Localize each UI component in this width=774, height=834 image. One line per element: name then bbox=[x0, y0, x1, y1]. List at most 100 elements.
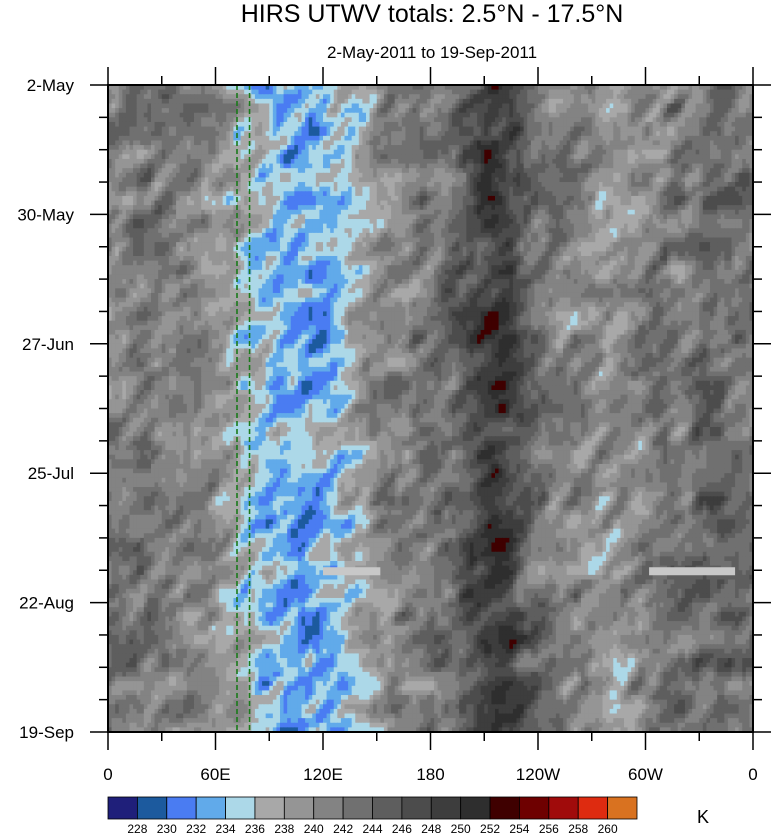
field-cell bbox=[674, 172, 679, 179]
field-cell bbox=[437, 186, 442, 192]
field-cell bbox=[204, 172, 209, 179]
field-cell bbox=[681, 182, 686, 188]
field-cell bbox=[204, 158, 209, 165]
field-cell bbox=[140, 149, 145, 155]
field-cell bbox=[262, 182, 267, 188]
field-cell bbox=[555, 172, 561, 179]
field-cell bbox=[505, 94, 510, 100]
field-cell bbox=[466, 94, 471, 100]
field-cell bbox=[477, 209, 482, 215]
field-cell bbox=[645, 163, 650, 169]
field-cell bbox=[634, 195, 639, 202]
field-cell bbox=[688, 177, 693, 183]
field-cell bbox=[495, 126, 500, 132]
field-cell bbox=[391, 108, 396, 114]
field-cell bbox=[276, 182, 281, 188]
field-cell bbox=[702, 182, 708, 188]
field-cell bbox=[495, 140, 500, 146]
field-cell bbox=[294, 172, 299, 179]
field-cell bbox=[616, 172, 622, 179]
field-cell bbox=[620, 205, 625, 211]
field-cell bbox=[172, 163, 177, 169]
field-cell bbox=[344, 172, 349, 179]
field-cell bbox=[649, 117, 654, 123]
field-cell bbox=[330, 112, 335, 118]
field-cell bbox=[118, 154, 123, 160]
field-cell bbox=[480, 200, 485, 206]
field-cell bbox=[340, 172, 346, 179]
field-cell bbox=[480, 158, 485, 165]
field-cell bbox=[179, 131, 184, 137]
field-cell bbox=[663, 154, 668, 160]
field-cell bbox=[667, 112, 672, 118]
field-cell bbox=[179, 117, 184, 123]
field-cell bbox=[108, 121, 113, 128]
field-cell bbox=[480, 186, 485, 192]
field-cell bbox=[154, 126, 159, 132]
field-cell bbox=[502, 191, 507, 197]
field-cell bbox=[616, 131, 622, 137]
field-cell bbox=[466, 195, 471, 202]
field-cell bbox=[645, 191, 650, 197]
field-cell bbox=[301, 163, 306, 169]
field-cell bbox=[136, 98, 141, 105]
field-cell bbox=[573, 186, 579, 192]
field-cell bbox=[172, 149, 177, 155]
field-cell bbox=[573, 121, 579, 128]
field-cell bbox=[742, 200, 747, 206]
field-cell bbox=[226, 131, 231, 137]
field-cell bbox=[663, 205, 668, 211]
field-cell bbox=[681, 108, 686, 114]
field-cell bbox=[240, 85, 245, 91]
field-cell bbox=[158, 205, 163, 211]
field-cell bbox=[667, 98, 672, 105]
field-cell bbox=[204, 186, 209, 192]
field-cell bbox=[258, 103, 263, 109]
field-cell bbox=[452, 112, 457, 118]
field-cell bbox=[387, 158, 392, 165]
field-cell bbox=[197, 205, 202, 211]
field-cell bbox=[383, 177, 389, 183]
field-cell bbox=[720, 172, 725, 179]
field-cell bbox=[419, 195, 424, 202]
field-cell bbox=[538, 103, 543, 109]
field-cell bbox=[391, 158, 396, 165]
field-cell bbox=[591, 205, 596, 211]
field-cell bbox=[627, 191, 632, 197]
field-cell bbox=[197, 112, 202, 118]
field-cell bbox=[233, 117, 238, 123]
field-cell bbox=[627, 149, 632, 155]
field-cell bbox=[276, 172, 281, 179]
plot-area bbox=[107, 84, 754, 733]
field-cell bbox=[749, 112, 753, 118]
field-cell bbox=[466, 103, 471, 109]
field-cell bbox=[613, 94, 618, 100]
field-cell bbox=[391, 135, 396, 142]
field-cell bbox=[348, 135, 353, 142]
field-cell bbox=[512, 182, 518, 188]
field-cell bbox=[717, 154, 722, 160]
field-cell bbox=[631, 149, 636, 155]
field-cell bbox=[641, 158, 647, 165]
field-cell bbox=[136, 121, 141, 128]
field-cell bbox=[480, 89, 485, 95]
field-cell bbox=[423, 121, 428, 128]
field-cell bbox=[308, 163, 313, 169]
field-cell bbox=[742, 149, 747, 155]
field-cell bbox=[297, 108, 303, 114]
field-cell bbox=[423, 177, 428, 183]
field-cell bbox=[523, 195, 528, 202]
field-cell bbox=[244, 112, 249, 118]
field-cell bbox=[369, 135, 374, 142]
field-cell bbox=[663, 85, 668, 91]
field-cell bbox=[398, 149, 403, 155]
field-cell bbox=[240, 182, 245, 188]
field-cell bbox=[333, 200, 338, 206]
field-cell bbox=[190, 191, 195, 197]
field-cell bbox=[731, 145, 736, 151]
field-cell bbox=[265, 177, 270, 183]
field-cell bbox=[434, 145, 439, 151]
field-cell bbox=[520, 158, 525, 165]
field-cell bbox=[391, 103, 396, 109]
field-cell bbox=[516, 108, 521, 114]
